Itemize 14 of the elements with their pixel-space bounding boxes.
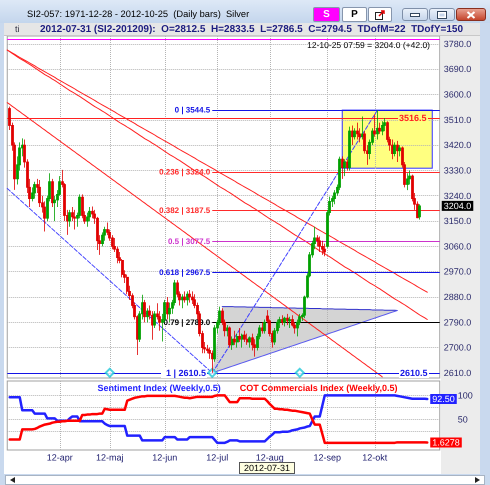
y-tick-label: 100 bbox=[458, 390, 473, 400]
data-label: 92.50 bbox=[432, 394, 455, 404]
series-label: COT Commercials Index (Weekly,0.5) bbox=[240, 383, 398, 393]
y-tick-label: 50 bbox=[458, 414, 468, 424]
text: Sentiment Index (Weekly,0.5) bbox=[98, 383, 221, 393]
x-tick-label: 12-aug bbox=[256, 452, 284, 462]
x-tick-label: 12-okt bbox=[362, 452, 388, 462]
x-tick-label: 12-apr bbox=[46, 452, 73, 462]
x-tick-label: 12-sep bbox=[313, 452, 342, 462]
x-tick-label: 12-jun bbox=[152, 452, 178, 462]
text: 2012-07-31 bbox=[239, 462, 295, 474]
data-label: 1.6278 bbox=[432, 438, 460, 448]
x-tick-label: 12-jul bbox=[206, 452, 228, 462]
x-tick-label: 12-maj bbox=[96, 452, 124, 462]
